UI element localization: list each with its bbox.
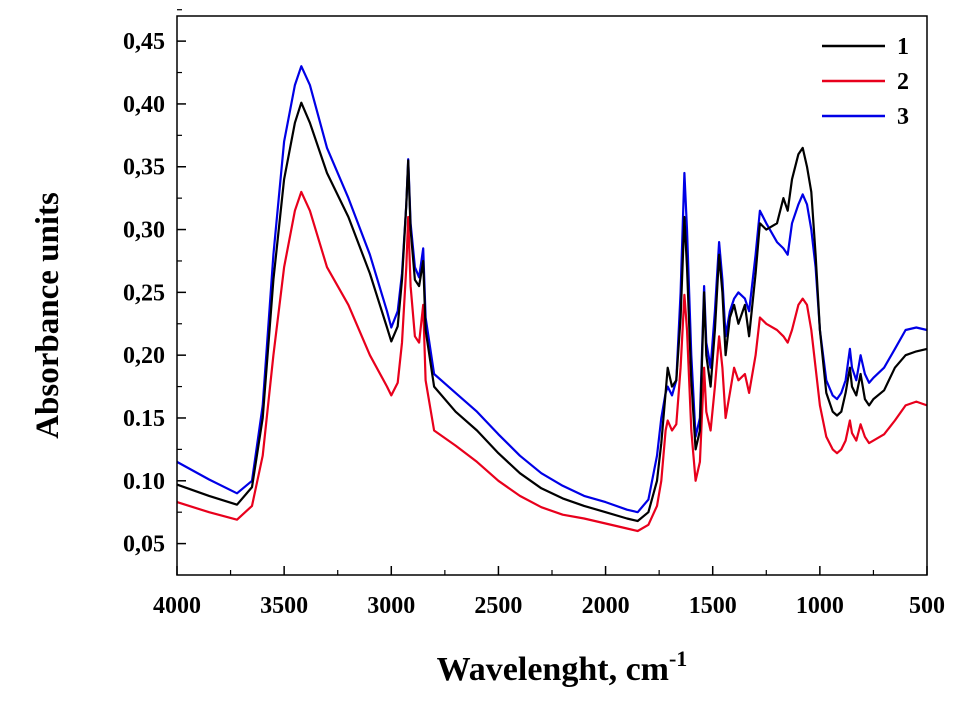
x-tick-label: 500	[909, 593, 945, 619]
x-axis-title-superscript: -1	[669, 646, 687, 671]
legend: 1 2 3	[822, 34, 909, 130]
y-tick-label: 0.10	[123, 469, 165, 495]
y-axis-title: Absorbance units	[30, 192, 66, 439]
y-tick-label: 0,40	[123, 92, 165, 118]
y-tick-label: 0,45	[123, 29, 165, 55]
x-tick-label: 3000	[367, 593, 415, 619]
y-tick-label: 0.15	[123, 406, 165, 432]
y-tick-label: 0,05	[123, 532, 165, 558]
series-lines	[176, 65, 928, 533]
y-axis: 0,05 0.10 0.15 0,20 0,25 0,30 0,35 0,40 0,45	[123, 9, 186, 558]
y-tick-label: 0,25	[123, 280, 165, 306]
y-tick-label: 0,30	[123, 218, 165, 244]
plot-frame	[176, 15, 928, 576]
x-tick-label: 3500	[260, 593, 308, 619]
x-axis-title: Wavelenght, cm-1	[437, 646, 688, 688]
legend-label-1: 1	[897, 34, 909, 60]
legend-label-2: 2	[897, 69, 909, 95]
x-axis-title-text: Wavelenght, cm	[437, 651, 669, 688]
y-tick-label: 0,20	[123, 343, 165, 369]
x-tick-label: 2000	[582, 593, 630, 619]
x-tick-label: 1000	[796, 593, 844, 619]
series-line-2	[176, 190, 928, 533]
legend-label-3: 3	[897, 104, 909, 130]
x-tick-label: 4000	[153, 593, 201, 619]
y-tick-label: 0,35	[123, 155, 165, 181]
x-tick-label: 1500	[689, 593, 737, 619]
x-axis: 4000 3500 3000 2500 2000 1500 1000 500	[153, 566, 945, 619]
series-line-1	[176, 101, 928, 523]
x-tick-label: 2500	[474, 593, 522, 619]
series-line-3	[176, 65, 928, 514]
